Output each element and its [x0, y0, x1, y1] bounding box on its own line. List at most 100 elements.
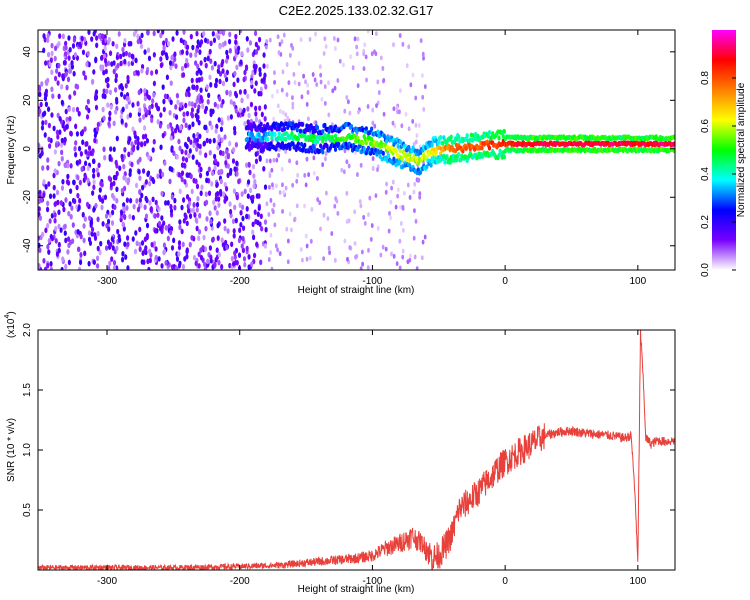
heatmap-cell: [208, 138, 212, 144]
heatmap-cell: [265, 136, 270, 142]
heatmap-cell: [68, 68, 72, 75]
heatmap-cell: [46, 262, 50, 269]
heatmap-cell: [49, 260, 53, 267]
heatmap-cell: [218, 96, 222, 102]
heatmap-cell: [272, 116, 276, 122]
heatmap-cell: [207, 166, 211, 173]
heatmap-cell: [248, 136, 252, 143]
heatmap-cell: [132, 70, 137, 77]
heatmap-cell: [240, 51, 244, 57]
heatmap-cell: [381, 66, 385, 71]
heatmap-cell: [220, 263, 224, 270]
heatmap-cell: [148, 248, 152, 255]
heatmap-cell: [234, 108, 238, 114]
heatmap-cell: [363, 220, 367, 226]
heatmap-cell: [88, 215, 92, 222]
heatmap-cell: [222, 30, 226, 34]
heatmap-cell: [423, 84, 427, 90]
heatmap-cell: [255, 241, 259, 248]
heatmap-cell: [356, 83, 360, 89]
heatmap-cell: [465, 133, 469, 138]
heatmap-cell: [387, 228, 391, 234]
heatmap-cell: [303, 203, 306, 209]
heatmap-cell: [277, 50, 281, 55]
heatmap-cell: [174, 127, 178, 134]
heatmap-cell: [205, 216, 209, 222]
heatmap-cell: [173, 56, 177, 62]
heatmap-cell: [43, 132, 47, 138]
heatmap-cell: [195, 84, 199, 91]
heatmap-cell: [213, 205, 217, 211]
heatmap-cell: [233, 70, 237, 77]
heatmap-cell: [191, 121, 195, 128]
heatmap-cell: [169, 203, 173, 210]
heatmap-cell: [108, 156, 112, 162]
heatmap-cell: [203, 124, 207, 131]
heatmap-cell: [114, 77, 118, 84]
heatmap-cell: [384, 246, 388, 252]
heatmap-cell: [355, 44, 359, 50]
heatmap-cell: [187, 100, 192, 107]
heatmap-cell: [92, 69, 96, 75]
heatmap-cell: [146, 171, 150, 178]
heatmap-cell: [371, 107, 375, 113]
heatmap-cell: [95, 42, 99, 49]
heatmap-cell: [140, 141, 144, 148]
heatmap-cell: [310, 148, 314, 154]
heatmap-cell: [48, 143, 52, 149]
heatmap-cell: [371, 120, 375, 126]
heatmap-cell: [225, 149, 229, 155]
heatmap-cell: [323, 122, 327, 128]
heatmap-cell: [184, 122, 188, 129]
heatmap-cell: [181, 72, 186, 78]
heatmap-cell: [412, 235, 416, 241]
colorbar-tick-label: 0.0: [700, 263, 711, 277]
heatmap-cell: [90, 226, 95, 233]
heatmap-cell: [334, 46, 337, 51]
heatmap-cell: [415, 133, 419, 139]
heatmap-cell: [61, 122, 65, 129]
heatmap-cell: [85, 114, 90, 120]
heatmap-cell: [319, 226, 322, 232]
heatmap-cell: [136, 140, 140, 147]
heatmap-cell: [97, 33, 102, 39]
heatmap-cell: [417, 123, 421, 128]
heatmap-cell: [106, 102, 110, 108]
heatmap-cell: [50, 69, 54, 76]
heatmap-cell: [197, 235, 201, 242]
heatmap-cell: [253, 88, 257, 94]
heatmap-cell: [112, 60, 116, 66]
heatmap-cell: [400, 123, 404, 129]
heatmap-cell: [240, 97, 244, 104]
heatmap-cell: [132, 31, 136, 37]
heatmap-cell: [327, 129, 331, 134]
heatmap-cell: [230, 241, 234, 248]
heatmap-cell: [63, 59, 67, 66]
heatmap-cell: [152, 240, 157, 247]
heatmap-cell: [434, 149, 438, 155]
heatmap-cell: [195, 183, 200, 190]
heatmap-cell: [268, 37, 272, 43]
heatmap-cell: [244, 64, 249, 70]
heatmap-cell: [232, 188, 237, 194]
heatmap-cell: [103, 57, 108, 64]
heatmap-cell: [216, 68, 220, 74]
heatmap-cell: [260, 111, 264, 118]
bottom-y-axis: 0.5 1.0 1.5 2.0: [22, 323, 675, 517]
heatmap-cell: [212, 37, 217, 44]
heatmap-cell: [324, 151, 328, 157]
heatmap-cell: [382, 111, 386, 117]
heatmap-cell: [234, 48, 238, 55]
heatmap-cell: [143, 95, 147, 102]
heatmap-cell: [353, 240, 357, 246]
heatmap-cell: [134, 139, 138, 145]
top-x-tick-label: -200: [230, 276, 250, 287]
heatmap-cell: [92, 173, 96, 179]
heatmap-cell: [38, 206, 41, 212]
heatmap-cell: [143, 125, 147, 131]
heatmap-cell: [94, 57, 98, 64]
heatmap-cell: [112, 120, 116, 127]
heatmap-cell: [159, 112, 163, 118]
heatmap-cell: [162, 220, 166, 226]
heatmap-cell: [198, 172, 203, 179]
